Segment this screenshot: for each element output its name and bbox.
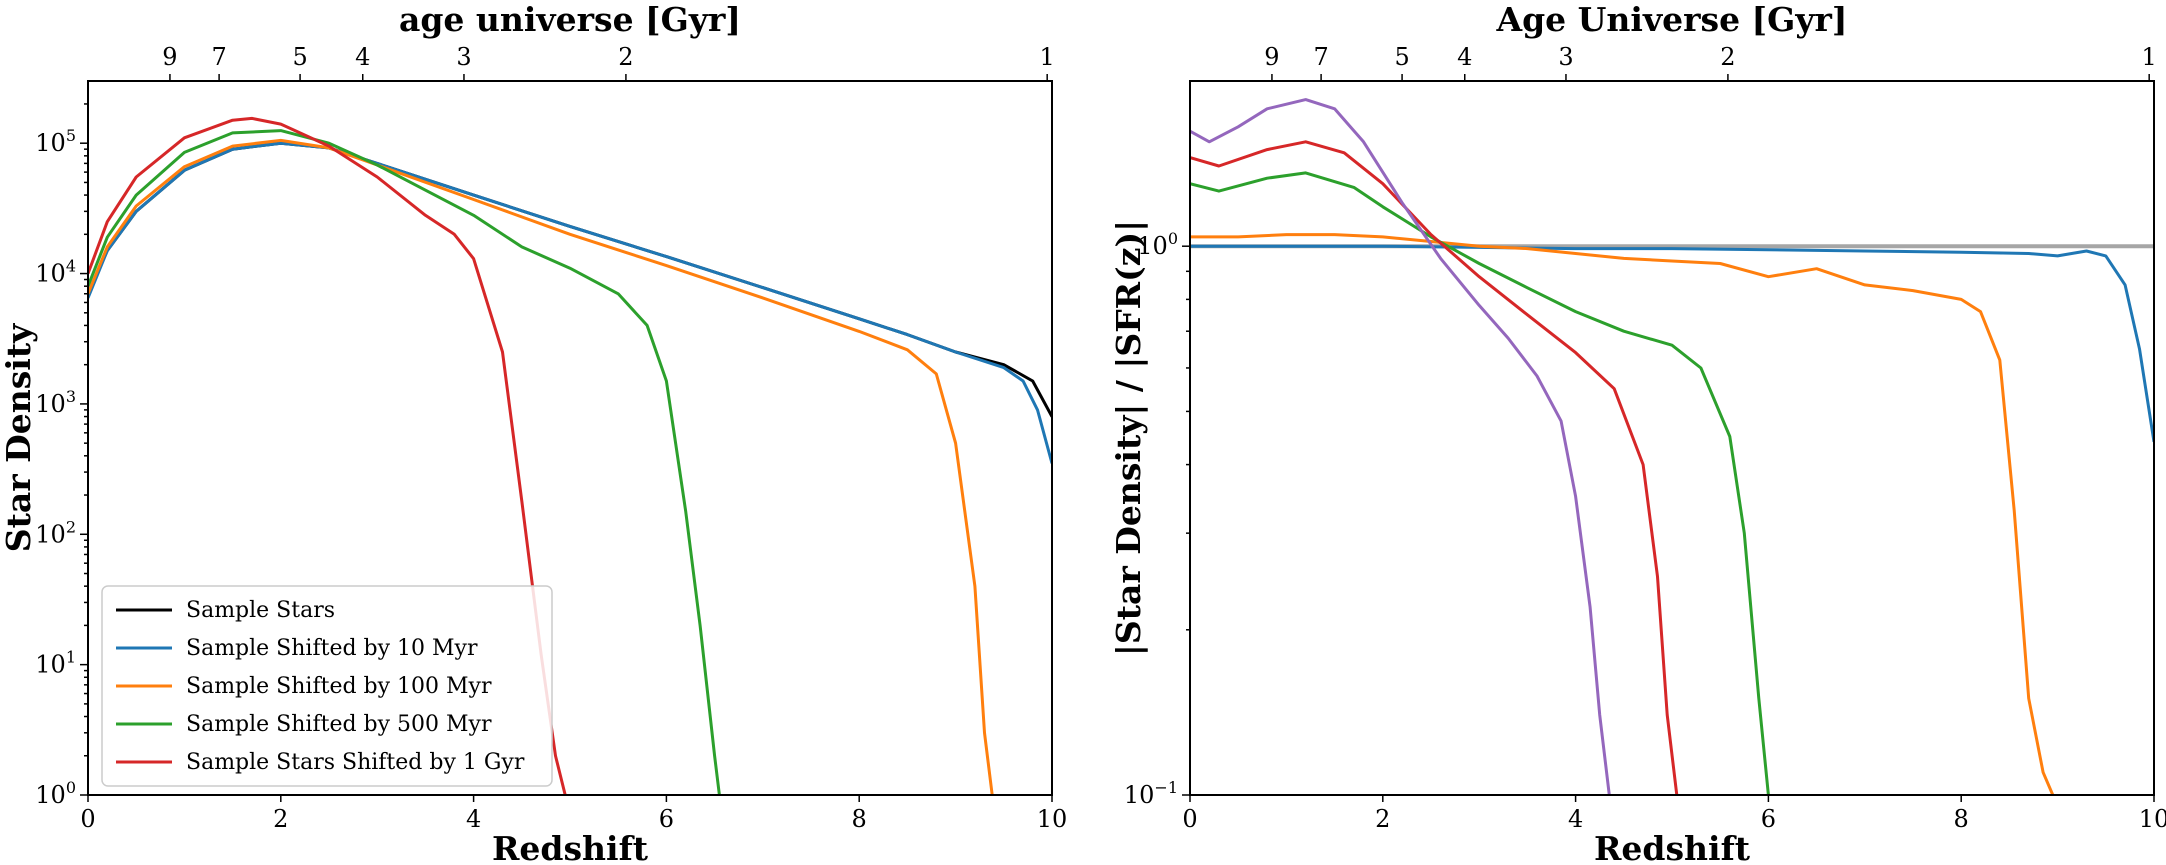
right-panel: 0 2 4 6 8 10 9 7 5 4 3 2 1 10−1 100 Redshift Age Univers… xyxy=(1109,0,2166,865)
top-tick-label: 2 xyxy=(1720,43,1735,71)
x-tick-label: 0 xyxy=(1182,805,1197,833)
x-tick-label: 4 xyxy=(466,805,481,833)
x-tick-label: 8 xyxy=(852,805,867,833)
series-line-0 xyxy=(88,141,1052,418)
legend xyxy=(101,585,553,787)
x-tick-label: 6 xyxy=(659,805,674,833)
x-tick-label: 8 xyxy=(1954,805,1969,833)
top-tick-label: 4 xyxy=(1457,43,1472,71)
y-axis-label: Star Density xyxy=(0,323,38,552)
x-tick-label: 10 xyxy=(2139,805,2166,833)
top-tick-label: 9 xyxy=(162,43,177,71)
x-tick-label: 10 xyxy=(1037,805,1068,833)
legend-label: Sample Shifted by 100 Myr xyxy=(186,674,492,699)
left-panel: 0 2 4 6 8 10 9 7 5 4 3 2 1 100 101 102 103 104 105 Redshift… xyxy=(0,0,1067,865)
y-tick-label: 10−1 xyxy=(1124,778,1178,809)
top-tick-label: 1 xyxy=(2142,43,2157,71)
legend-label: Sample Stars Shifted by 1 Gyr xyxy=(186,750,525,775)
y-tick-label: 101 xyxy=(35,648,76,679)
x-tick-label: 0 xyxy=(80,805,95,833)
x-tick-label: 4 xyxy=(1568,805,1583,833)
top-tick-label: 3 xyxy=(1558,43,1573,71)
top-tick-label: 9 xyxy=(1264,43,1279,71)
top-tick-label: 5 xyxy=(1394,43,1409,71)
legend-label: Sample Shifted by 10 Myr xyxy=(186,636,478,661)
y-tick-label: 100 xyxy=(35,778,76,809)
plot-frame xyxy=(1189,80,2155,796)
series-line-1 xyxy=(1190,233,2055,795)
x-tick-label: 2 xyxy=(1375,805,1390,833)
y-tick-label: 105 xyxy=(35,126,76,157)
y-tick-label: 100 xyxy=(1137,229,1178,260)
x-axis-label: Redshift xyxy=(492,829,649,865)
legend-label: Sample Shifted by 500 Myr xyxy=(186,712,492,737)
series-line-2 xyxy=(88,138,994,795)
series-line-3 xyxy=(88,129,721,795)
y-tick-label: 102 xyxy=(35,517,76,548)
series-line-2 xyxy=(1190,171,1770,795)
top-tick-label: 4 xyxy=(355,43,370,71)
y-axis-label: |Star Density| / |SFR(z)| xyxy=(1109,220,1148,656)
top-tick-label: 7 xyxy=(1313,43,1328,71)
top-tick-label: 2 xyxy=(618,43,633,71)
top-axis-label: Age Universe [Gyr] xyxy=(1495,0,1847,39)
series-line-4 xyxy=(88,116,567,795)
top-tick-label: 3 xyxy=(456,43,471,71)
top-axis-label: age universe [Gyr] xyxy=(399,0,741,39)
legend-label: Sample Stars xyxy=(186,598,335,623)
series-line-1 xyxy=(88,141,1052,464)
series-line-4 xyxy=(1190,98,1611,795)
plot-frame xyxy=(87,80,1053,796)
top-tick-label: 1 xyxy=(1040,43,1055,71)
y-tick-label: 103 xyxy=(35,387,76,418)
x-tick-label: 6 xyxy=(1761,805,1776,833)
x-tick-label: 2 xyxy=(273,805,288,833)
top-tick-label: 7 xyxy=(211,43,226,71)
x-axis-label: Redshift xyxy=(1594,829,1751,865)
y-tick-label: 104 xyxy=(35,257,76,288)
top-tick-label: 5 xyxy=(292,43,307,71)
series-line-3 xyxy=(1190,140,1679,795)
